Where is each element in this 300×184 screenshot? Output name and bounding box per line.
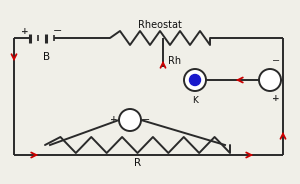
- Text: +: +: [110, 116, 118, 125]
- Circle shape: [119, 109, 141, 131]
- Circle shape: [259, 69, 281, 91]
- Circle shape: [190, 75, 200, 86]
- Text: +: +: [272, 94, 280, 103]
- Text: +: +: [21, 26, 29, 36]
- Text: K: K: [192, 96, 198, 105]
- Text: V: V: [126, 115, 134, 125]
- Circle shape: [184, 69, 206, 91]
- Text: R: R: [134, 158, 141, 168]
- Text: Rheostat: Rheostat: [138, 20, 182, 30]
- Text: −: −: [53, 26, 63, 36]
- Text: B: B: [44, 52, 51, 62]
- Text: A: A: [266, 75, 274, 85]
- Text: Rh: Rh: [168, 56, 181, 66]
- Text: −: −: [141, 115, 151, 125]
- Text: −: −: [272, 56, 280, 66]
